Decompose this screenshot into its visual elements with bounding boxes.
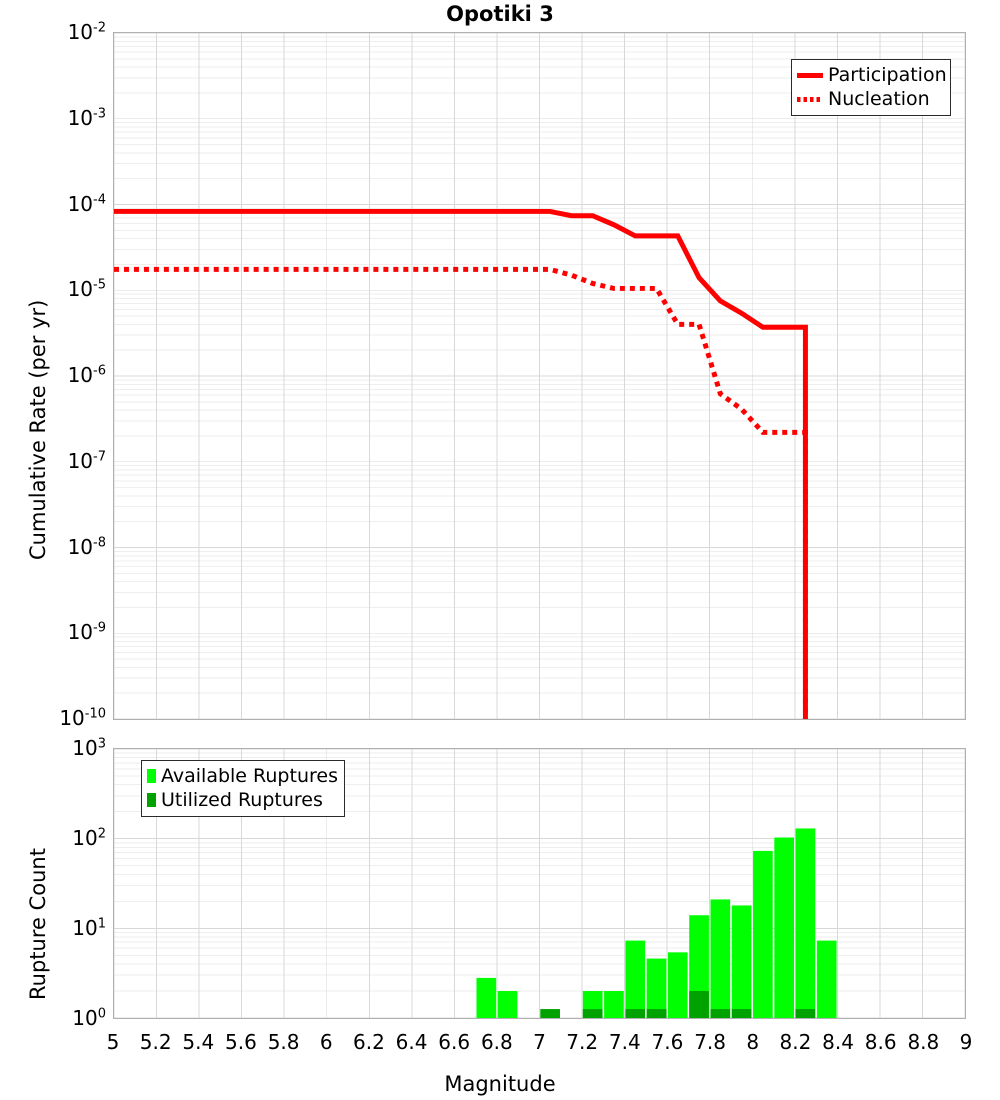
ytick-top-1e-5: 10-5 [16, 279, 106, 299]
top-plot-legend: Participation Nucleation [791, 59, 951, 116]
bar-available [498, 991, 518, 1018]
page-title: Opotiki 3 [0, 2, 1000, 26]
bar-available [625, 941, 645, 1018]
rupture-count-plot: Available Ruptures Utilized Ruptures [113, 748, 966, 1019]
utilized-color-swatch-icon [147, 793, 156, 807]
ytick-top-1e-3: 10-3 [16, 108, 106, 128]
legend-label-participation: Participation [828, 66, 947, 85]
bar-available [753, 851, 773, 1018]
bar-utilized [540, 1009, 560, 1018]
available-color-swatch-icon [147, 769, 156, 783]
bar-utilized [796, 1009, 816, 1018]
bottom-plot-legend: Available Ruptures Utilized Ruptures [141, 760, 345, 817]
ytick-bottom-1e0: 100 [16, 1008, 106, 1028]
ytick-bottom-1e3: 103 [16, 738, 106, 758]
bar-available [476, 978, 496, 1018]
bar-available [796, 828, 816, 1018]
bar-utilized [732, 1009, 752, 1018]
bar-available [668, 952, 688, 1018]
ylabel-rupture-count: Rupture Count [26, 848, 50, 1000]
ytick-top-1e-2: 10-2 [16, 22, 106, 42]
ytick-top-1e-4: 10-4 [16, 194, 106, 214]
bar-available [710, 899, 730, 1018]
bar-available [604, 991, 624, 1018]
figure-root: Opotiki 3 10-2 10-3 10-4 10-5 10-6 10-7 … [0, 0, 1000, 1100]
available-ruptures-bars [476, 828, 836, 1018]
legend-label-available-ruptures: Available Ruptures [161, 767, 338, 786]
top-plot-canvas [114, 33, 965, 719]
ylabel-cumulative-rate: Cumulative Rate (per yr) [26, 300, 50, 560]
bar-utilized [625, 1009, 645, 1018]
xtick-9: 9 [936, 1032, 996, 1052]
bar-available [817, 941, 837, 1018]
solid-line-icon [797, 73, 823, 78]
bar-available [732, 905, 752, 1018]
bar-utilized [710, 1009, 730, 1018]
legend-item-utilized-ruptures: Utilized Ruptures [147, 788, 338, 812]
dotted-line-icon [797, 97, 823, 102]
legend-label-nucleation: Nucleation [828, 90, 930, 109]
bar-available [774, 838, 794, 1018]
legend-item-participation: Participation [797, 63, 944, 87]
bar-utilized [647, 1009, 667, 1018]
xlabel-magnitude: Magnitude [0, 1072, 1000, 1096]
legend-item-nucleation: Nucleation [797, 87, 944, 111]
legend-item-available-ruptures: Available Ruptures [147, 764, 338, 788]
bar-utilized [583, 1009, 603, 1018]
bar-utilized [689, 991, 709, 1018]
ytick-top-1e-9: 10-9 [16, 622, 106, 642]
ytick-top-1e-10: 10-10 [6, 708, 106, 728]
cumulative-rate-plot: Participation Nucleation [113, 32, 966, 720]
nucleation-curve [114, 269, 805, 719]
legend-label-utilized-ruptures: Utilized Ruptures [161, 791, 323, 810]
ytick-bottom-1e2: 102 [16, 828, 106, 848]
